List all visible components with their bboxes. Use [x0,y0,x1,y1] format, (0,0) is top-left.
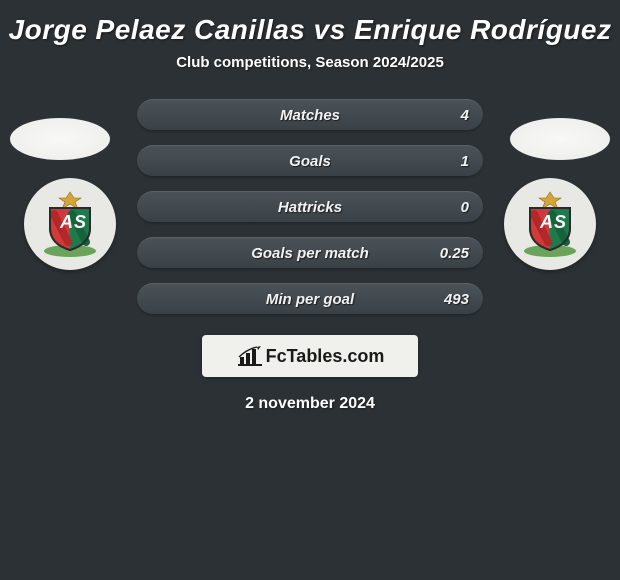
stat-label: Goals [137,153,483,170]
stat-value-right: 0 [461,199,469,216]
stat-row: Goals 1 [137,145,483,177]
stat-label: Hattricks [137,199,483,216]
stat-value-right: 4 [461,107,469,124]
player-flag-right [510,118,610,160]
date-text: 2 november 2024 [0,395,620,413]
stat-row: Hattricks 0 [137,191,483,223]
stat-label: Min per goal [137,291,483,308]
bars-icon [236,345,262,367]
stat-label: Goals per match [137,245,483,262]
stat-label: Matches [137,107,483,124]
club-badge-right: A S [504,178,596,270]
stat-row: Goals per match 0.25 [137,237,483,269]
page-title: Jorge Pelaez Canillas vs Enrique Rodrígu… [0,0,620,54]
club-logo-icon: A S [30,184,110,264]
subtitle: Club competitions, Season 2024/2025 [0,54,620,71]
stats-container: Matches 4 Goals 1 Hattricks 0 Goals per … [137,99,483,315]
svg-text:S: S [554,212,566,232]
brand-badge[interactable]: FcTables.com [202,335,418,377]
svg-text:S: S [74,212,86,232]
stat-value-right: 0.25 [440,245,469,262]
svg-text:A: A [539,212,553,232]
club-badge-left: A S [24,178,116,270]
svg-text:A: A [59,212,73,232]
brand-text: FcTables.com [266,346,385,367]
stat-row: Min per goal 493 [137,283,483,315]
stat-value-right: 493 [444,291,469,308]
player-flag-left [10,118,110,160]
club-logo-icon: A S [510,184,590,264]
stat-row: Matches 4 [137,99,483,131]
stat-value-right: 1 [461,153,469,170]
